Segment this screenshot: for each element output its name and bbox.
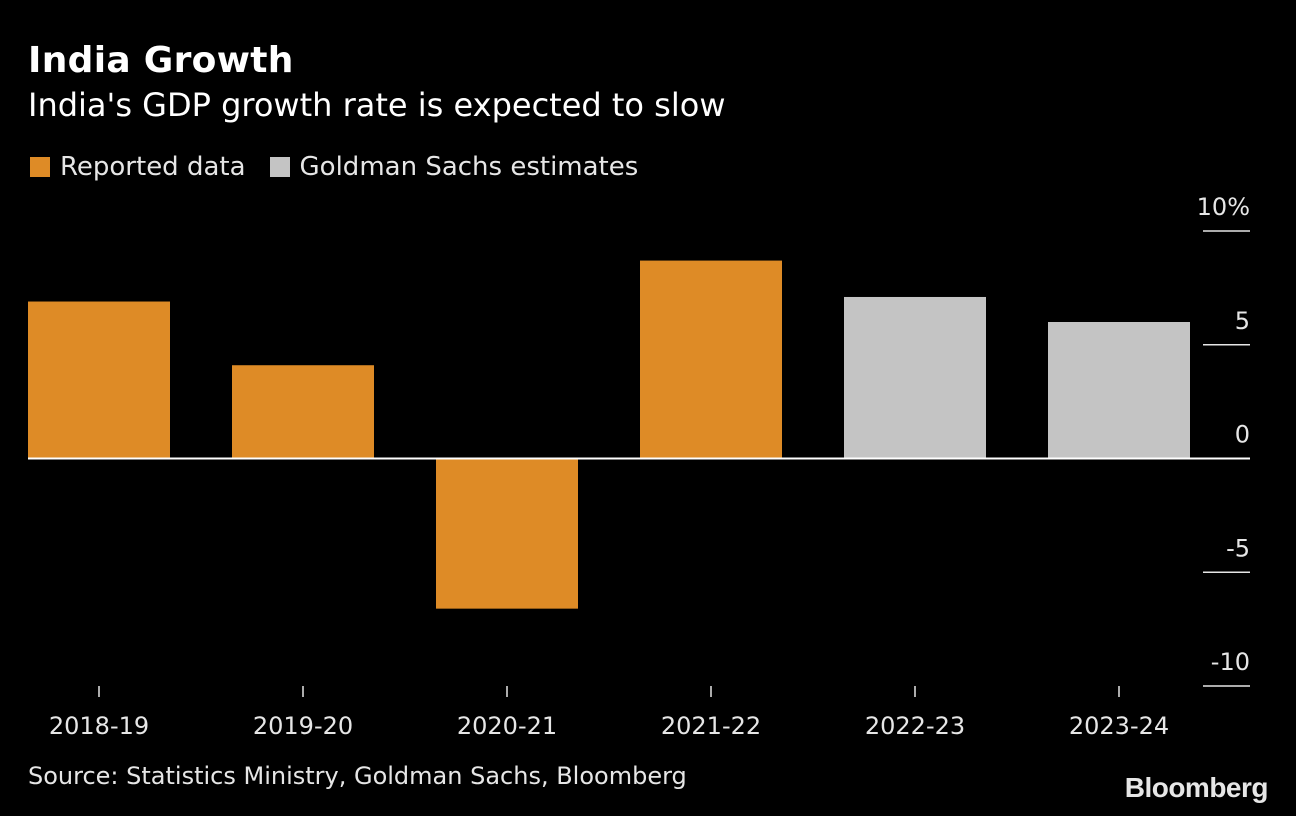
y-tick-label: 5: [1235, 307, 1250, 335]
bar: [844, 296, 986, 459]
legend-swatch-reported: [30, 157, 50, 177]
bloomberg-logo: Bloomberg: [1124, 772, 1269, 803]
bar: [232, 365, 374, 459]
chart-title: India Growth: [28, 40, 294, 81]
legend-label-estimates: Goldman Sachs estimates: [299, 152, 639, 182]
bar: [28, 301, 170, 459]
bar: [1048, 322, 1190, 459]
y-tick-label: 10%: [1197, 193, 1250, 221]
bar: [640, 260, 782, 459]
y-tick-label: 0: [1235, 421, 1250, 449]
legend-label-reported: Reported data: [60, 152, 246, 182]
legend-item-reported: Reported data: [30, 152, 246, 182]
legend-swatch-estimates: [269, 157, 290, 177]
y-tick-label: -10: [1211, 648, 1250, 676]
source-note: Source: Statistics Ministry, Goldman Sac…: [28, 762, 687, 790]
legend: Reported data Goldman Sachs estimates: [30, 152, 662, 182]
chart-subtitle: India's GDP growth rate is expected to s…: [28, 86, 726, 124]
x-tick-label: 2020-21: [457, 712, 557, 740]
legend-item-estimates: Goldman Sachs estimates: [269, 152, 639, 182]
x-tick-label: 2023-24: [1069, 712, 1169, 740]
y-tick-label: -5: [1226, 534, 1250, 562]
x-tick-label: 2022-23: [865, 712, 965, 740]
x-tick-label: 2021-22: [661, 712, 761, 740]
bar: [436, 458, 578, 609]
x-tick-label: 2019-20: [253, 712, 353, 740]
x-tick-label: 2018-19: [49, 712, 149, 740]
